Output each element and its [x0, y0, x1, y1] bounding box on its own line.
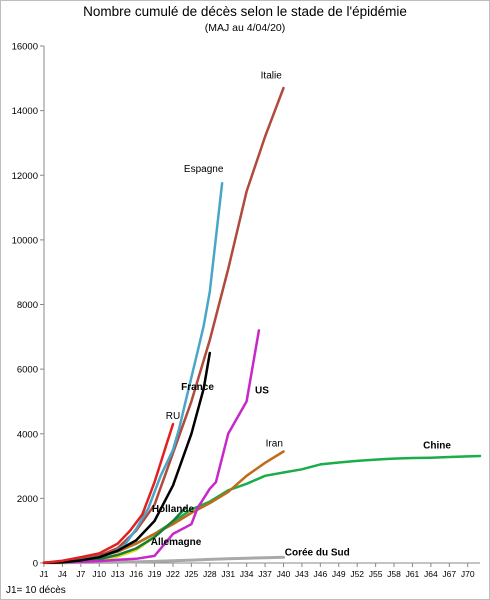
- x-tick-label: J70: [461, 569, 475, 579]
- x-tick-label: J52: [350, 569, 364, 579]
- y-tick-label: 2000: [17, 494, 38, 505]
- y-tick-label: 16000: [12, 42, 38, 53]
- series-line-hollande: [42, 506, 187, 564]
- x-tick-label: J37: [258, 569, 272, 579]
- series-label-ru: RU: [166, 411, 180, 422]
- x-tick-label: J46: [313, 569, 327, 579]
- series-line-us: [42, 329, 261, 564]
- x-tick-label: J4: [58, 569, 67, 579]
- x-tick-label: J10: [92, 569, 106, 579]
- series-label-us: US: [255, 385, 269, 396]
- x-tick-label: J13: [111, 569, 125, 579]
- x-tick-label: J43: [295, 569, 309, 579]
- y-tick-label: 6000: [17, 365, 38, 376]
- y-tick-label: 4000: [17, 429, 38, 440]
- y-tick-label: 8000: [17, 300, 38, 311]
- series-line-france: [42, 351, 212, 564]
- series-label-iran: Iran: [266, 439, 283, 450]
- y-tick-label: 0: [33, 559, 38, 570]
- y-tick-label: 10000: [12, 235, 38, 246]
- x-tick-label: J61: [406, 569, 420, 579]
- chart-title: Nombre cumulé de décès selon le stade de…: [83, 4, 407, 19]
- x-tick-label: J58: [387, 569, 401, 579]
- series-label-france: France: [181, 382, 214, 393]
- series-label-hollande: Hollande: [152, 504, 195, 515]
- series-line-espagne: [42, 182, 224, 564]
- x-tick-label: J7: [76, 569, 85, 579]
- x-tick-label: J64: [424, 569, 438, 579]
- x-tick-label: J1: [40, 569, 49, 579]
- x-tick-label: J25: [185, 569, 199, 579]
- series-label-italie: Italie: [261, 70, 283, 81]
- series-label-chine: Chine: [423, 440, 451, 451]
- series-line-italie: [42, 86, 285, 564]
- x-tick-label: J40: [277, 569, 291, 579]
- x-tick-label: J34: [240, 569, 254, 579]
- x-tick-label: J49: [332, 569, 346, 579]
- x-tick-label: J28: [203, 569, 217, 579]
- x-tick-label: J19: [148, 569, 162, 579]
- chart-footnote: J1= 10 décès: [6, 585, 66, 596]
- series-line-ru: [42, 422, 175, 564]
- chart-subtitle: (MAJ au 4/04/20): [204, 22, 286, 34]
- x-tick-label: J22: [166, 569, 180, 579]
- series-label-allemagne: Allemagne: [151, 537, 202, 548]
- x-tick-label: J55: [369, 569, 383, 579]
- x-tick-label: J31: [221, 569, 235, 579]
- y-tick-label: 12000: [12, 171, 38, 182]
- x-tick-label: J16: [129, 569, 143, 579]
- x-tick-label: J67: [442, 569, 456, 579]
- series-label-espagne: Espagne: [184, 164, 224, 175]
- y-tick-label: 14000: [12, 106, 38, 117]
- series-label-coree-du-sud: Corée du Sud: [285, 548, 350, 559]
